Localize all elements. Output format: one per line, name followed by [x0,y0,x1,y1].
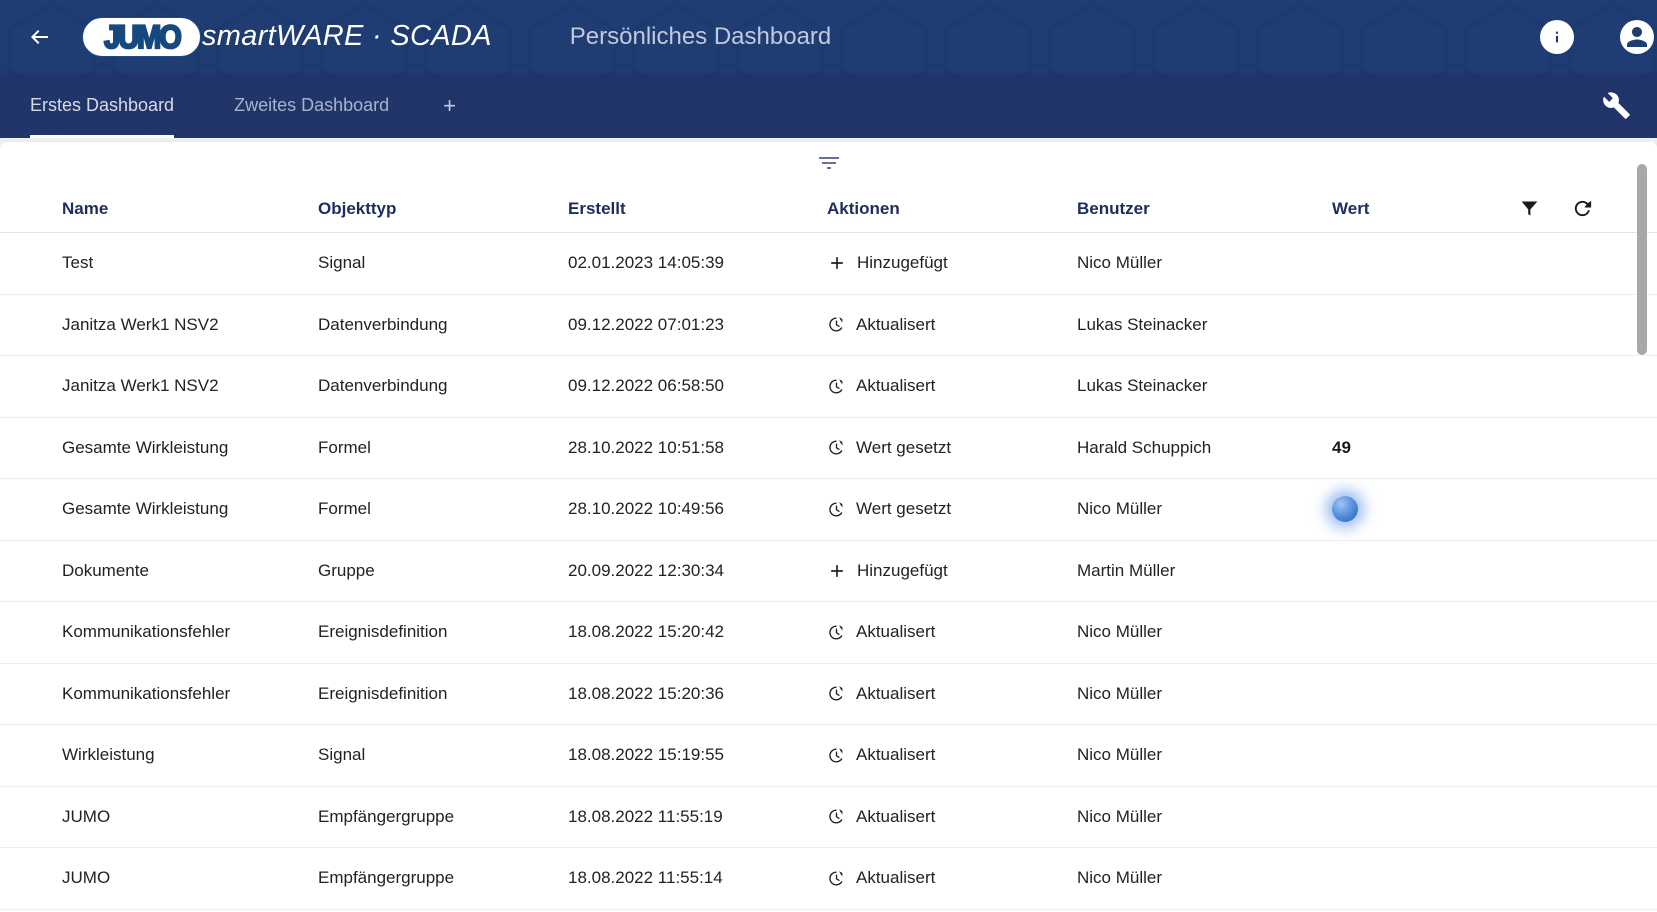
svg-text:JUMO: JUMO [104,21,181,53]
